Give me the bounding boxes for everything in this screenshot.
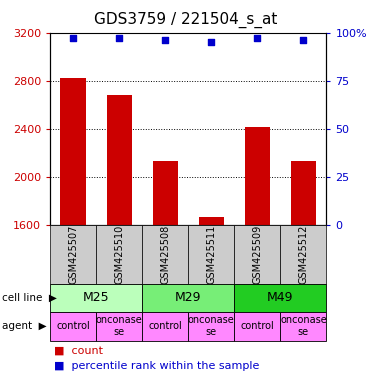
Bar	[280, 225, 326, 284]
Text: control: control	[56, 321, 90, 331]
Bar	[291, 161, 316, 225]
Bar	[96, 225, 142, 284]
Bar	[188, 312, 234, 341]
Point	[70, 35, 76, 41]
Bar	[50, 312, 96, 341]
Text: M49: M49	[267, 291, 294, 305]
Point	[301, 37, 306, 43]
Bar	[142, 312, 188, 341]
Text: onconase
se: onconase se	[96, 315, 142, 337]
Bar	[60, 78, 86, 225]
Text: M29: M29	[175, 291, 201, 305]
Bar	[198, 217, 224, 225]
Text: agent  ▶: agent ▶	[2, 321, 46, 331]
Text: GSM425511: GSM425511	[206, 225, 216, 284]
Text: control: control	[148, 321, 182, 331]
Point	[255, 35, 260, 41]
Bar	[152, 161, 178, 225]
Text: onconase
se: onconase se	[280, 315, 327, 337]
Point	[116, 35, 122, 41]
Text: GSM425508: GSM425508	[160, 225, 170, 284]
Bar	[188, 225, 234, 284]
Text: onconase
se: onconase se	[188, 315, 235, 337]
Bar	[234, 225, 280, 284]
Bar	[50, 284, 142, 312]
Text: cell line  ▶: cell line ▶	[2, 293, 57, 303]
Text: GSM425510: GSM425510	[114, 225, 124, 284]
Bar	[245, 127, 270, 225]
Bar	[234, 312, 280, 341]
Text: ■  count: ■ count	[54, 345, 103, 355]
Bar	[142, 284, 234, 312]
Text: M25: M25	[83, 291, 109, 305]
Text: ■  percentile rank within the sample: ■ percentile rank within the sample	[54, 361, 259, 371]
Bar	[142, 225, 188, 284]
Text: GSM425509: GSM425509	[252, 225, 262, 284]
Text: GDS3759 / 221504_s_at: GDS3759 / 221504_s_at	[94, 12, 277, 28]
Bar	[280, 312, 326, 341]
Bar	[96, 312, 142, 341]
Text: control: control	[240, 321, 274, 331]
Bar	[234, 284, 326, 312]
Point	[209, 39, 214, 45]
Text: GSM425512: GSM425512	[298, 225, 308, 284]
Bar	[50, 225, 96, 284]
Bar	[106, 95, 132, 225]
Text: GSM425507: GSM425507	[68, 225, 78, 284]
Point	[162, 37, 168, 43]
